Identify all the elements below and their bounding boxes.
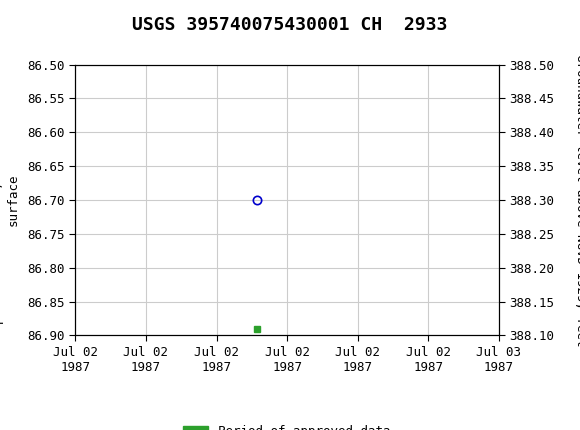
Text: ▒USGS: ▒USGS xyxy=(12,6,78,32)
Text: USGS 395740075430001 CH  2933: USGS 395740075430001 CH 2933 xyxy=(132,16,448,34)
Legend: Period of approved data: Period of approved data xyxy=(179,420,396,430)
Y-axis label: Groundwater level above NGVD 1929, feet: Groundwater level above NGVD 1929, feet xyxy=(574,54,580,346)
Y-axis label: Depth to water level, feet below land
surface: Depth to water level, feet below land su… xyxy=(0,61,19,339)
